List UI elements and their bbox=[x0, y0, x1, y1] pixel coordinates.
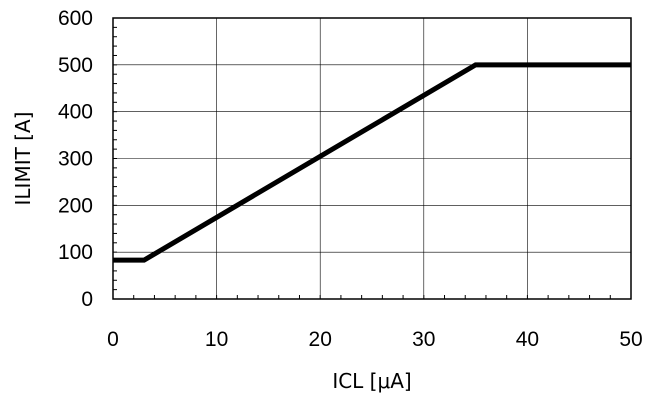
x-axis-title: ICL [μA] bbox=[332, 369, 411, 393]
y-axis-title: ILIMIT [A] bbox=[11, 112, 35, 206]
y-tick-label: 0 bbox=[81, 288, 93, 311]
series-line bbox=[113, 62, 631, 263]
y-tick-label: 100 bbox=[58, 241, 93, 264]
x-tick-label: 10 bbox=[205, 328, 228, 351]
x-tick-label: 30 bbox=[412, 328, 435, 351]
y-tick-label: 600 bbox=[58, 7, 93, 30]
x-tick-label: 40 bbox=[516, 328, 539, 351]
y-tick-label: 300 bbox=[58, 148, 93, 171]
x-tick-label: 50 bbox=[619, 328, 642, 351]
y-tick-label: 500 bbox=[58, 54, 93, 77]
x-tick-label: 0 bbox=[107, 328, 119, 351]
plot-frame bbox=[112, 17, 632, 300]
x-tick-labels: 0 10 20 30 40 50 bbox=[107, 328, 643, 351]
y-tick-labels: 0 100 200 300 400 500 600 bbox=[58, 7, 93, 311]
series-layer bbox=[113, 62, 631, 263]
y-tick-label: 200 bbox=[58, 194, 93, 217]
grid bbox=[113, 18, 631, 299]
y-tick-label: 400 bbox=[58, 101, 93, 124]
x-tick-label: 20 bbox=[309, 328, 332, 351]
